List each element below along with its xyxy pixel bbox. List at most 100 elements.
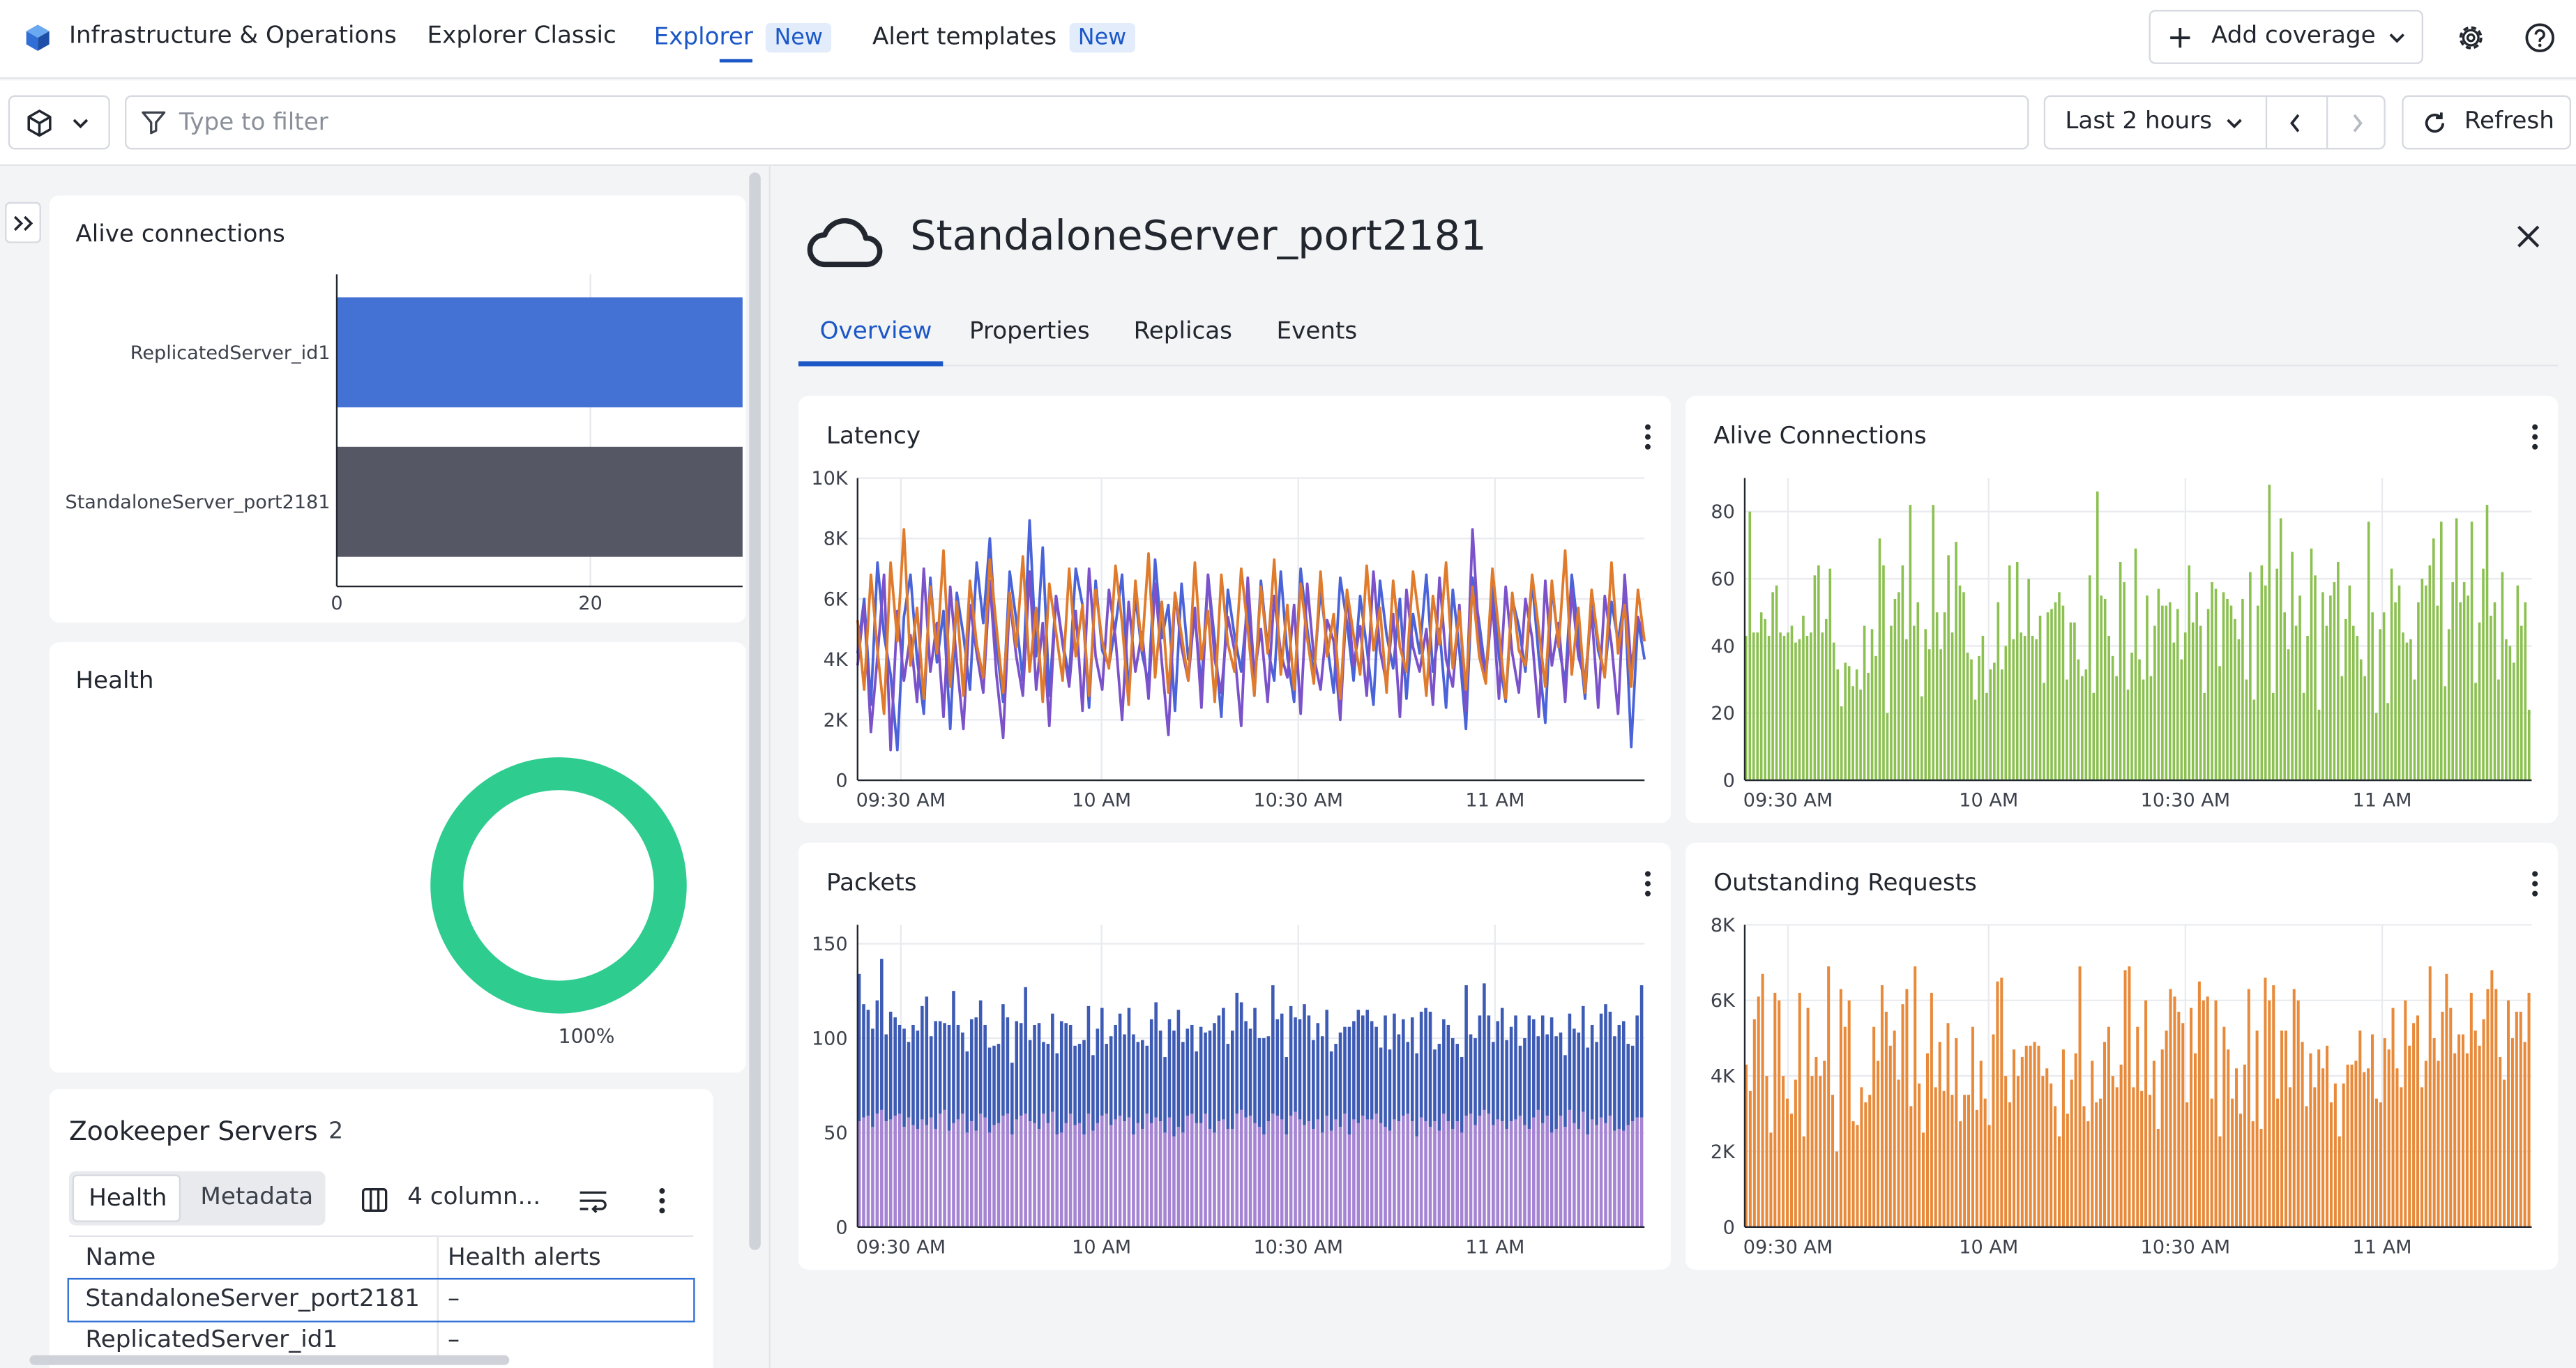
more-options-icon[interactable] <box>1638 420 1658 453</box>
bar <box>1744 1064 1748 1227</box>
timeframe-selector[interactable]: Last 2 hours <box>2043 95 2386 150</box>
cell-name[interactable]: StandaloneServer_port2181 <box>68 1279 438 1320</box>
bar <box>1563 1127 1567 1227</box>
bar <box>2275 568 2279 781</box>
columns-button[interactable]: 4 column... <box>361 1185 542 1217</box>
table-row[interactable]: StandaloneServer_port2181 – <box>67 1277 695 1322</box>
bar <box>2227 1049 2230 1227</box>
bar <box>1748 511 1752 781</box>
bar <box>1844 662 1847 781</box>
bar <box>2235 1068 2238 1227</box>
bar <box>1955 1038 1958 1227</box>
vertical-scrollbar[interactable] <box>749 172 761 1250</box>
tab-replicas[interactable]: Replicas <box>1133 319 1232 345</box>
refresh-icon <box>2425 112 2445 133</box>
cell-name[interactable]: ReplicatedServer_id1 <box>68 1319 438 1361</box>
gear-icon[interactable] <box>2455 22 2487 54</box>
chart-title: Packets <box>826 870 917 897</box>
bar <box>1831 1095 1835 1227</box>
more-options-icon[interactable] <box>2525 420 2545 453</box>
health-donut-chart: 100% <box>430 757 687 1048</box>
bar <box>1924 629 1927 781</box>
bar <box>1082 1040 1086 1135</box>
segment-metadata[interactable]: Metadata <box>184 1174 322 1222</box>
bar <box>2436 605 2439 781</box>
x-tick-label: 10:30 AM <box>2141 1237 2231 1259</box>
bar <box>1893 1031 1896 1227</box>
bar <box>911 1024 915 1125</box>
tab-alert-templates[interactable]: Alert templates New <box>872 22 1135 53</box>
bar <box>1294 1017 1297 1112</box>
bar <box>2050 1083 2053 1227</box>
more-options-icon[interactable] <box>2525 867 2545 900</box>
bar <box>2329 1102 2333 1227</box>
entity-type-selector[interactable] <box>8 95 110 150</box>
x-tick-label: 11 AM <box>2353 790 2412 812</box>
segment-health[interactable]: Health <box>72 1174 181 1222</box>
tab-properties[interactable]: Properties <box>969 319 1090 345</box>
bar <box>2138 659 2141 781</box>
bar <box>2333 582 2336 781</box>
expand-sidebar-button[interactable] <box>5 202 41 243</box>
bar <box>1851 1121 1855 1227</box>
bar <box>1370 1119 1374 1227</box>
bar <box>1303 1004 1306 1125</box>
bar <box>2222 592 2225 781</box>
bar <box>1059 1132 1063 1227</box>
bar <box>1402 1116 1405 1227</box>
bar <box>1761 973 1764 1227</box>
bar <box>2462 582 2466 781</box>
close-icon[interactable] <box>2517 225 2540 248</box>
tab-explorer-classic[interactable]: Explorer Classic <box>427 23 616 50</box>
bar <box>1361 1015 1365 1116</box>
horizontal-scrollbar[interactable] <box>29 1355 510 1365</box>
more-options-icon[interactable] <box>657 1186 667 1215</box>
y-tick-label: 2K <box>824 710 849 731</box>
bar <box>2134 548 2137 781</box>
bar <box>1527 1128 1531 1227</box>
series-line <box>856 528 1646 715</box>
y-tick-label: 80 <box>1711 501 1734 523</box>
bar <box>2041 1076 2045 1227</box>
bar <box>2027 579 2030 781</box>
bar <box>1595 1042 1598 1125</box>
bar <box>1123 1121 1126 1227</box>
column-header-name[interactable]: Name <box>68 1236 438 1279</box>
tab-overview[interactable]: Overview <box>819 319 932 345</box>
bar <box>2298 595 2301 781</box>
bar <box>2061 1049 2065 1227</box>
column-header-health-alerts[interactable]: Health alerts <box>447 1245 601 1271</box>
bar <box>2470 522 2473 781</box>
filter-field[interactable] <box>125 95 2029 150</box>
x-tick-label: 11 AM <box>2353 1237 2412 1259</box>
table-row[interactable]: ReplicatedServer_id1 – <box>68 1319 693 1361</box>
bar <box>978 1000 983 1114</box>
bar <box>1509 1121 1513 1227</box>
bar <box>1055 1053 1059 1135</box>
bar <box>1813 575 1817 781</box>
bar <box>943 1023 946 1110</box>
bar <box>987 1047 992 1133</box>
next-timeframe-icon[interactable] <box>2351 114 2364 133</box>
tab-explorer[interactable]: Explorer New <box>654 22 831 63</box>
add-coverage-button[interactable]: Add coverage <box>2149 10 2423 64</box>
filter-input[interactable] <box>176 105 1983 142</box>
double-chevron-right-icon <box>13 215 33 231</box>
bar <box>1208 1128 1212 1227</box>
bar <box>1630 1121 1635 1227</box>
bar <box>1455 1044 1459 1122</box>
bar <box>1149 1123 1153 1227</box>
bar <box>961 1114 964 1227</box>
bar <box>1163 1057 1167 1133</box>
bar <box>1239 1002 1243 1110</box>
more-options-icon[interactable] <box>1638 867 1658 900</box>
tab-events[interactable]: Events <box>1276 319 1358 345</box>
previous-timeframe-icon[interactable] <box>2289 114 2302 133</box>
bar <box>1262 1038 1266 1135</box>
wrap-text-icon[interactable] <box>578 1187 607 1214</box>
card-title: Health <box>75 668 154 695</box>
bar <box>1794 642 1797 781</box>
help-icon[interactable] <box>2524 22 2556 54</box>
bar <box>1006 1114 1010 1227</box>
refresh-button[interactable]: Refresh <box>2402 95 2571 150</box>
